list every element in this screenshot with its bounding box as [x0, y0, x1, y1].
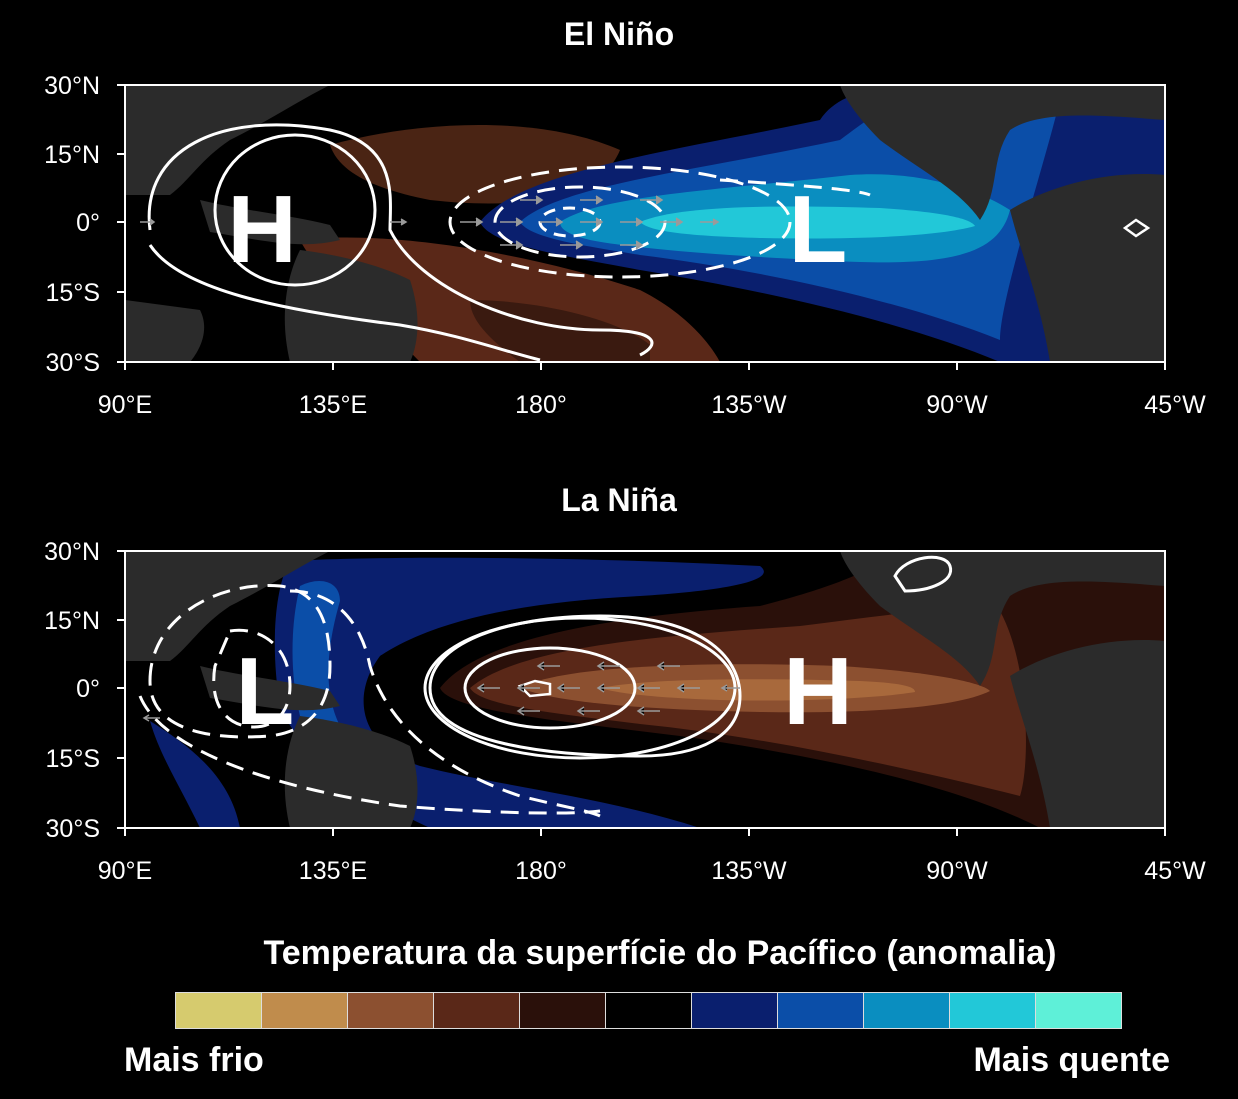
legend-swatch-4	[520, 993, 606, 1028]
wind-vectors	[140, 195, 720, 250]
lat-tick-0: 0°	[76, 209, 100, 237]
la-nina-low-label: L	[236, 638, 295, 745]
wind-vectors	[142, 661, 740, 722]
legend-swatch-5	[606, 993, 692, 1028]
lon-tick-90e: 90°E	[98, 857, 152, 885]
lat-tick-0: 0°	[76, 675, 100, 703]
lat-tick-15s: 15°S	[46, 279, 100, 307]
legend-swatch-3	[434, 993, 520, 1028]
legend-title: Temperatura da superfície do Pacífico (a…	[263, 934, 1057, 972]
lon-tick-135e: 135°E	[299, 391, 367, 419]
lat-tick-15n: 15°N	[44, 141, 100, 169]
el-nino-map-svg: 30°N 15°N 0° 15°S 30°S 90°E 135°E 180° 1…	[44, 72, 1206, 419]
lat-tick-30n: 30°N	[44, 538, 100, 566]
la-nina-map: 30°N 15°N 0° 15°S 30°S 90°E 135°E 180° 1…	[0, 466, 1238, 891]
legend-swatch-9	[950, 993, 1036, 1028]
el-nino-low-label: L	[789, 176, 848, 283]
legend-swatch-2	[348, 993, 434, 1028]
el-nino-high-label: H	[227, 176, 296, 283]
lat-tick-15s: 15°S	[46, 745, 100, 773]
la-nina-title: La Niña	[561, 482, 677, 518]
lon-tick-180: 180°	[515, 391, 567, 419]
color-legend-bar	[175, 992, 1122, 1029]
lon-tick-135w: 135°W	[711, 857, 787, 885]
lon-tick-45w: 45°W	[1144, 391, 1206, 419]
lon-tick-90e: 90°E	[98, 391, 152, 419]
el-nino-map: 30°N 15°N 0° 15°S 30°S 90°E 135°E 180° 1…	[0, 0, 1238, 425]
lon-tick-180: 180°	[515, 857, 567, 885]
la-nina-map-svg: 30°N 15°N 0° 15°S 30°S 90°E 135°E 180° 1…	[44, 538, 1206, 885]
el-nino-title: El Niño	[563, 16, 675, 52]
legend-swatch-10	[1036, 993, 1121, 1028]
lon-tick-90w: 90°W	[926, 391, 988, 419]
legend-right-label: Mais quente	[973, 1041, 1170, 1079]
legend-swatch-7	[778, 993, 864, 1028]
lat-tick-30n: 30°N	[44, 72, 100, 100]
lon-tick-135e: 135°E	[299, 857, 367, 885]
lat-tick-30s: 30°S	[46, 349, 100, 377]
lon-tick-135w: 135°W	[711, 391, 787, 419]
lon-tick-45w: 45°W	[1144, 857, 1206, 885]
legend-swatch-0	[176, 993, 262, 1028]
legend-swatch-6	[692, 993, 778, 1028]
legend-left-label: Mais frio	[124, 1041, 264, 1079]
lat-tick-30s: 30°S	[46, 815, 100, 843]
lon-tick-90w: 90°W	[926, 857, 988, 885]
legend-swatch-1	[262, 993, 348, 1028]
lat-tick-15n: 15°N	[44, 607, 100, 635]
legend-swatch-8	[864, 993, 950, 1028]
la-nina-high-label: H	[783, 638, 852, 745]
